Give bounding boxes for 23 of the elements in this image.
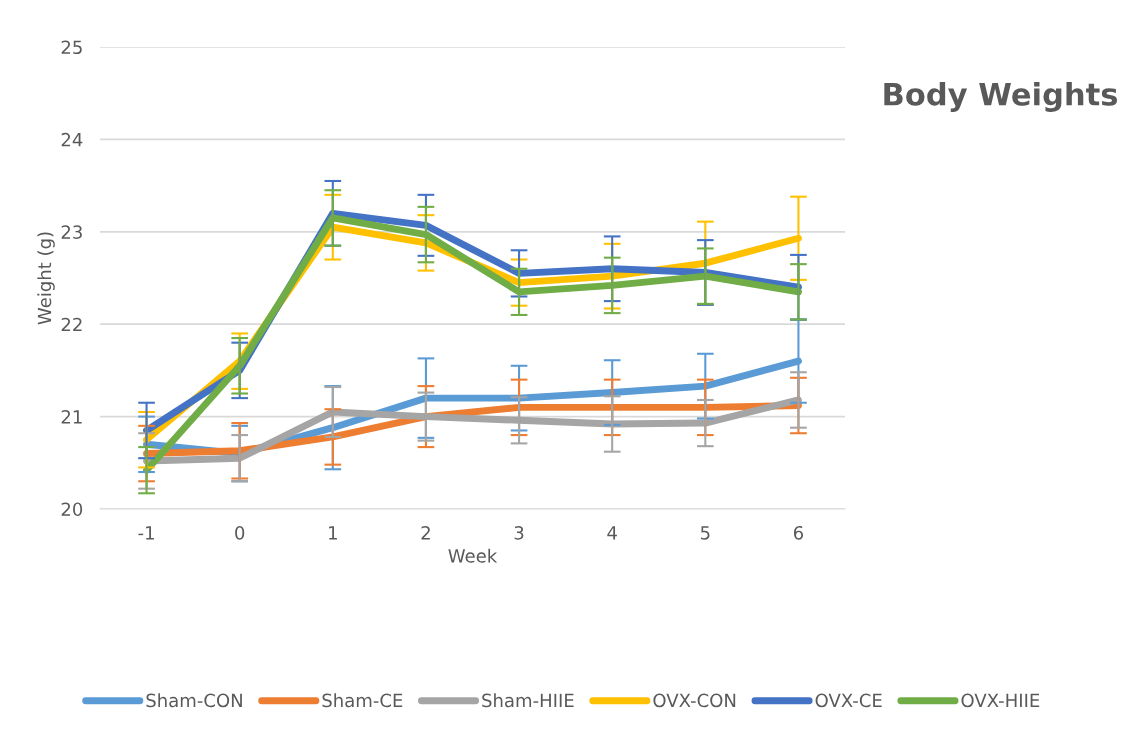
- y-tick-label: 23: [61, 225, 82, 239]
- x-tick-label: 5: [700, 526, 710, 540]
- legend-label: OVX-CE: [815, 693, 882, 708]
- legend-label: OVX-CON: [653, 693, 736, 708]
- y-tick-label: 20: [61, 502, 83, 517]
- legend-label: Sham-HIIE: [482, 693, 574, 708]
- x-tick-label: -1: [138, 526, 154, 540]
- y-tick-label: 25: [61, 40, 82, 55]
- text: Body Weights: [884, 82, 1118, 112]
- legend-label: OVX-HIIE: [961, 693, 1040, 708]
- y-tick-label: 21: [61, 410, 82, 424]
- x-axis-title: Week: [448, 548, 498, 563]
- x-tick-label: 2: [421, 525, 430, 540]
- x-tick-label: 6: [793, 525, 804, 540]
- y-tick-label: 24: [61, 132, 83, 147]
- legend-label: Sham-CON: [146, 693, 242, 708]
- legend-label: Sham-CE: [322, 693, 403, 708]
- y-axis-title: Weight (g): [37, 232, 55, 325]
- x-tick-label: 1: [329, 526, 337, 540]
- x-tick-label: 3: [514, 525, 524, 540]
- x-tick-label: 4: [607, 526, 617, 540]
- x-tick-label: 0: [235, 525, 245, 540]
- y-tick-label: 22: [61, 317, 82, 332]
